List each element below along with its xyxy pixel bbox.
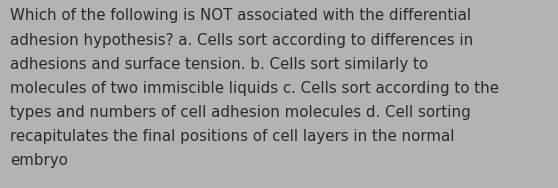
Text: embryo: embryo: [10, 153, 68, 168]
Text: Which of the following is NOT associated with the differential: Which of the following is NOT associated…: [10, 8, 471, 24]
Text: molecules of two immiscible liquids c. Cells sort according to the: molecules of two immiscible liquids c. C…: [10, 81, 499, 96]
Text: recapitulates the final positions of cell layers in the normal: recapitulates the final positions of cel…: [10, 129, 455, 144]
Text: adhesion hypothesis? a. Cells sort according to differences in: adhesion hypothesis? a. Cells sort accor…: [10, 33, 473, 48]
Text: types and numbers of cell adhesion molecules d. Cell sorting: types and numbers of cell adhesion molec…: [10, 105, 471, 120]
Text: adhesions and surface tension. b. Cells sort similarly to: adhesions and surface tension. b. Cells …: [10, 57, 428, 72]
